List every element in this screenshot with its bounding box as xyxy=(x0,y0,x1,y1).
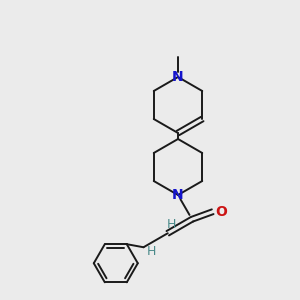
Text: O: O xyxy=(216,205,228,219)
Text: H: H xyxy=(147,245,156,258)
Text: N: N xyxy=(172,70,184,84)
Text: H: H xyxy=(167,218,176,231)
Text: N: N xyxy=(172,188,184,202)
